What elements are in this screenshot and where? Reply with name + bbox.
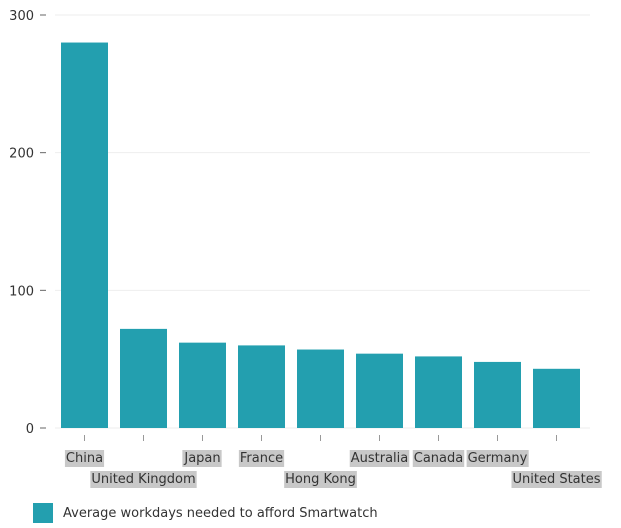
- x-tick-label-bg: [90, 471, 197, 488]
- bar[interactable]: [356, 353, 403, 428]
- bar[interactable]: [61, 42, 108, 429]
- bar[interactable]: [297, 349, 344, 428]
- bar[interactable]: [238, 345, 285, 428]
- x-tick-label: Germany: [466, 450, 529, 467]
- x-tick-label-bg: [284, 471, 357, 488]
- legend-label: Average workdays needed to afford Smartw…: [63, 505, 378, 521]
- bar[interactable]: [415, 356, 462, 428]
- x-tick-label-bg: [64, 450, 105, 467]
- x-tick-label-text: Hong Kong: [285, 472, 356, 487]
- x-tick-label-text: United Kingdom: [91, 472, 195, 487]
- bar[interactable]: [533, 368, 580, 428]
- x-tick-label: France: [238, 450, 285, 467]
- bar[interactable]: [120, 328, 167, 428]
- bar[interactable]: [474, 361, 521, 428]
- x-tick-label-bg: [182, 450, 222, 467]
- x-tick-label-bg: [238, 450, 285, 467]
- x-tick-label-text: Australia: [351, 451, 409, 466]
- y-tick-label: 200: [9, 147, 34, 162]
- x-tick-label: United States: [511, 471, 602, 488]
- x-tick-label-bg: [511, 471, 602, 488]
- x-tick-label: Japan: [182, 450, 222, 467]
- y-tick-label: 0: [26, 422, 34, 437]
- x-tick-label-bg: [466, 450, 529, 467]
- legend[interactable]: Average workdays needed to afford Smartw…: [33, 503, 378, 523]
- bars: [61, 42, 580, 429]
- x-tick-label-bg: [349, 450, 410, 467]
- x-tick-label: United Kingdom: [90, 471, 197, 488]
- y-axis: 0 100 200 300: [9, 9, 46, 437]
- bar[interactable]: [179, 342, 226, 428]
- y-tick-label: 100: [9, 284, 34, 299]
- x-tick-label: Australia: [349, 450, 410, 467]
- bar-chart: 0 100 200 300 China United Kingdom Japan Franc…: [9, 9, 602, 488]
- legend-swatch: [33, 503, 53, 523]
- x-tick-label-text: Germany: [468, 451, 528, 466]
- x-tick-label-bg: [412, 450, 465, 467]
- x-tick-label: China: [64, 450, 105, 467]
- x-tick-label: Canada: [412, 450, 465, 467]
- x-tick-label: Hong Kong: [284, 471, 357, 488]
- y-tick-label: 300: [9, 9, 34, 24]
- x-tick-label-text: China: [66, 451, 103, 466]
- x-tick-label-text: Japan: [183, 451, 220, 466]
- x-tick-label-text: United States: [512, 472, 600, 487]
- x-tick-label-text: Canada: [414, 451, 463, 466]
- x-tick-label-text: France: [240, 451, 283, 466]
